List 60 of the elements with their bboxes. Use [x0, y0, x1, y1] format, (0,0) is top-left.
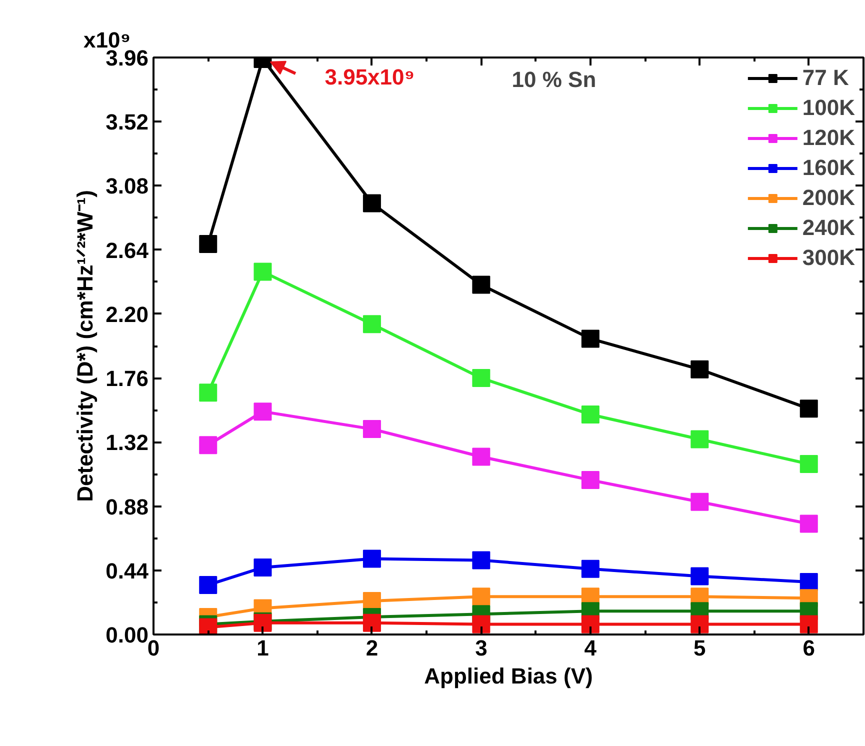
point [800, 455, 818, 474]
x-tick-label: 1 [256, 636, 269, 660]
point [800, 514, 818, 533]
y-tick-label: 2.64 [106, 238, 150, 263]
y-tick-label: 0.00 [106, 622, 149, 648]
point [199, 384, 218, 402]
point [254, 558, 272, 576]
y-tick-label: 1.32 [106, 430, 149, 456]
point [581, 615, 600, 634]
point [472, 588, 490, 606]
point [362, 420, 381, 438]
y-tick-label: 0.88 [106, 494, 149, 520]
legend-label: 240K [802, 215, 855, 241]
point [472, 551, 490, 570]
legend-label: 120K [802, 125, 855, 151]
point [690, 492, 709, 511]
point [690, 430, 709, 448]
legend-label: 200K [802, 185, 855, 211]
x-tick-label: 3 [475, 636, 488, 660]
y-tick-label: 1.76 [106, 366, 149, 392]
point [199, 436, 218, 454]
point [800, 400, 818, 418]
point [690, 615, 709, 634]
x-tick-label: 4 [584, 636, 598, 660]
x-tick-label: 0 [147, 636, 160, 660]
legend-label: 160K [802, 155, 855, 181]
point [690, 360, 709, 378]
x-tick-label: 5 [694, 636, 706, 660]
point [581, 560, 600, 578]
point [581, 330, 600, 348]
x-tick-label: 2 [366, 636, 378, 660]
legend-label: 77 K [802, 65, 849, 91]
point [199, 235, 218, 254]
legend-label: 300K [802, 245, 855, 271]
x-axis-title: Applied Bias (V) [424, 664, 593, 688]
point [254, 402, 272, 421]
point [362, 315, 381, 334]
point [254, 262, 272, 281]
point [362, 194, 381, 212]
point [199, 618, 218, 634]
y-tick-label: 3.52 [106, 110, 149, 135]
point [472, 448, 490, 466]
point [690, 567, 709, 586]
x-tick-label: 6 [802, 636, 816, 660]
point [472, 276, 490, 294]
point [472, 615, 490, 634]
point [199, 576, 218, 594]
point [472, 369, 490, 388]
annotation: 3.95x10⁹ [324, 64, 415, 90]
y-tick-label: 0.44 [106, 558, 150, 584]
y-tick-label: 3.08 [106, 174, 149, 199]
legend-label: 100K [802, 95, 855, 121]
y-axis-title: Detectivity (D*) (cm*Hz¹ᐟ²*W⁻¹) [72, 190, 98, 502]
annotation: 10 % Sn [512, 66, 596, 92]
point [581, 405, 600, 424]
point [362, 550, 381, 568]
y-tick-label: 2.20 [106, 302, 149, 327]
point [362, 614, 381, 632]
point [581, 471, 600, 490]
point [800, 615, 818, 634]
